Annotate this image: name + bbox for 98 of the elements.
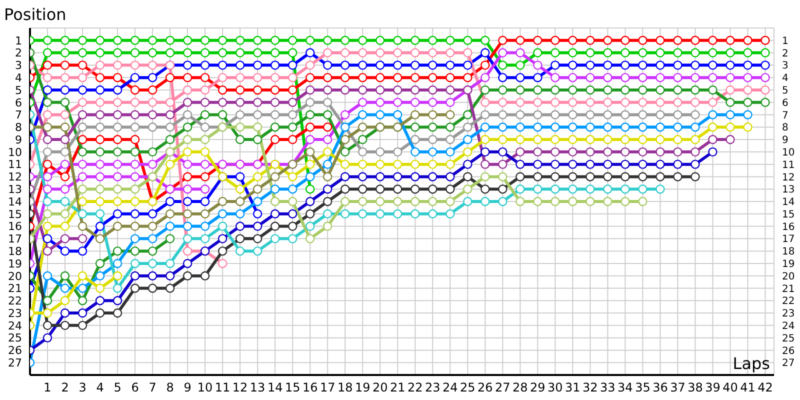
x-tick-label: 11 <box>214 380 230 395</box>
y2-tick-label: 1 <box>782 36 788 47</box>
y2-tick-label: 4 <box>782 73 788 84</box>
y2-tick-label: 23 <box>782 308 795 320</box>
x-tick-label: 20 <box>372 380 388 395</box>
x-tick-label: 23 <box>424 380 440 395</box>
y-tick-label: 2 <box>15 46 22 60</box>
y-tick-label: 19 <box>8 257 22 270</box>
y-tick-label: 25 <box>8 332 22 345</box>
y2-tick-label: 16 <box>782 222 795 233</box>
y2-tick-label: 17 <box>782 234 795 246</box>
y-tick-label: 18 <box>8 244 22 258</box>
y2-tick-label: 26 <box>782 346 795 357</box>
y-tick-label: 5 <box>15 84 22 97</box>
y-tick-label: 3 <box>15 59 22 72</box>
x-tick-label: 28 <box>512 380 528 395</box>
y-tick-label: 27 <box>8 356 22 370</box>
x-tick-label: 31 <box>565 380 580 395</box>
y2-tick-label: 18 <box>782 246 795 258</box>
x-tick-label: 6 <box>131 380 139 395</box>
y2-tick-label: 11 <box>782 160 795 171</box>
y2-tick-label: 21 <box>782 284 795 295</box>
x-tick-label: 8 <box>166 380 174 395</box>
x-tick-label: 2 <box>61 380 69 395</box>
x-tick-label: 37 <box>670 380 686 395</box>
y2-tick-label: 15 <box>782 209 795 220</box>
y2-tick-label: 10 <box>782 147 795 158</box>
x-tick-label: 15 <box>284 380 300 395</box>
y2-tick-label: 9 <box>782 135 788 146</box>
y-tick-label: 11 <box>8 158 22 172</box>
x-tick-label: 18 <box>337 380 353 395</box>
y2-tick-label: 13 <box>782 184 795 196</box>
x-tick-label: 32 <box>582 380 598 395</box>
x-tick-label: 22 <box>407 380 423 395</box>
y-tick-label: 10 <box>8 146 22 159</box>
x-tick-label: 39 <box>705 380 720 395</box>
x-tick-label: 13 <box>250 380 266 395</box>
y2-tick-label: 3 <box>782 60 788 72</box>
y-tick-label: 24 <box>8 319 22 332</box>
x-tick-label: 33 <box>600 380 616 395</box>
x-tick-label: 30 <box>548 380 563 395</box>
x-tick-label: 34 <box>618 380 633 395</box>
y-tick-label: 23 <box>8 306 22 320</box>
y-tick-label: 26 <box>8 344 22 358</box>
y-tick-label: 14 <box>8 195 22 208</box>
x-tick-label: 3 <box>78 380 86 395</box>
y-tick-label: 13 <box>8 183 22 196</box>
y-tick-label: 17 <box>8 232 22 246</box>
x-tick-label: 36 <box>652 380 668 395</box>
y2-tick-label: 5 <box>782 86 788 97</box>
y-tick-label: 1 <box>15 34 22 48</box>
x-tick-label: 9 <box>184 380 192 395</box>
y2-tick-label: 24 <box>782 320 795 332</box>
x-tick-label: 4 <box>96 380 104 395</box>
y2-tick-label: 19 <box>782 259 795 270</box>
y-tick-label: 7 <box>15 108 22 122</box>
y2-tick-label: 22 <box>782 296 795 308</box>
y-tick-label: 15 <box>8 208 22 221</box>
x-tick-label: 27 <box>495 380 510 395</box>
y2-tick-label: 2 <box>782 48 788 60</box>
x-tick-label: 26 <box>478 380 493 395</box>
x-tick-label: 10 <box>197 380 213 395</box>
x-tick-label: 24 <box>442 380 458 395</box>
x-tick-label: 5 <box>114 380 122 395</box>
y-tick-label: 12 <box>8 170 22 184</box>
x-tick-label: 25 <box>460 380 476 395</box>
y2-tick-label: 7 <box>782 110 788 122</box>
x-tick-label: 14 <box>267 380 283 395</box>
x-tick-label: 19 <box>354 380 370 395</box>
y2-tick-label: 6 <box>782 98 788 109</box>
x-tick-label: 21 <box>390 380 406 395</box>
y2-tick-label: 27 <box>782 358 795 370</box>
y-tick-label: 21 <box>8 282 22 296</box>
x-tick-label: 16 <box>302 380 318 395</box>
y-tick-label: 9 <box>15 133 22 146</box>
y2-tick-label: 25 <box>782 333 795 344</box>
y2-tick-label: 14 <box>782 197 795 208</box>
x-tick-label: 29 <box>530 380 546 395</box>
x-tick-label: 35 <box>635 380 650 395</box>
x-axis-title: Laps <box>732 354 770 373</box>
x-tick-label: 40 <box>722 380 738 395</box>
x-tick-label: 12 <box>232 380 248 395</box>
y2-tick-label: 8 <box>782 122 788 134</box>
y-tick-label: 8 <box>15 121 22 134</box>
y2-tick-label: 12 <box>782 172 795 184</box>
x-tick-label: 7 <box>148 380 156 395</box>
y-tick-label: 20 <box>8 270 22 283</box>
x-tick-label: 41 <box>740 380 756 395</box>
x-tick-label: 38 <box>688 380 703 395</box>
x-tick-label: 1 <box>44 380 52 395</box>
y-axis-title: Position <box>4 5 66 24</box>
y-tick-label: 16 <box>8 220 22 234</box>
y-tick-label: 22 <box>8 294 22 308</box>
y2-tick-label: 20 <box>782 271 795 282</box>
y-tick-label: 4 <box>15 71 22 84</box>
y-tick-label: 6 <box>15 96 22 110</box>
x-tick-label: 42 <box>758 380 773 395</box>
x-tick-label: 17 <box>320 380 336 395</box>
